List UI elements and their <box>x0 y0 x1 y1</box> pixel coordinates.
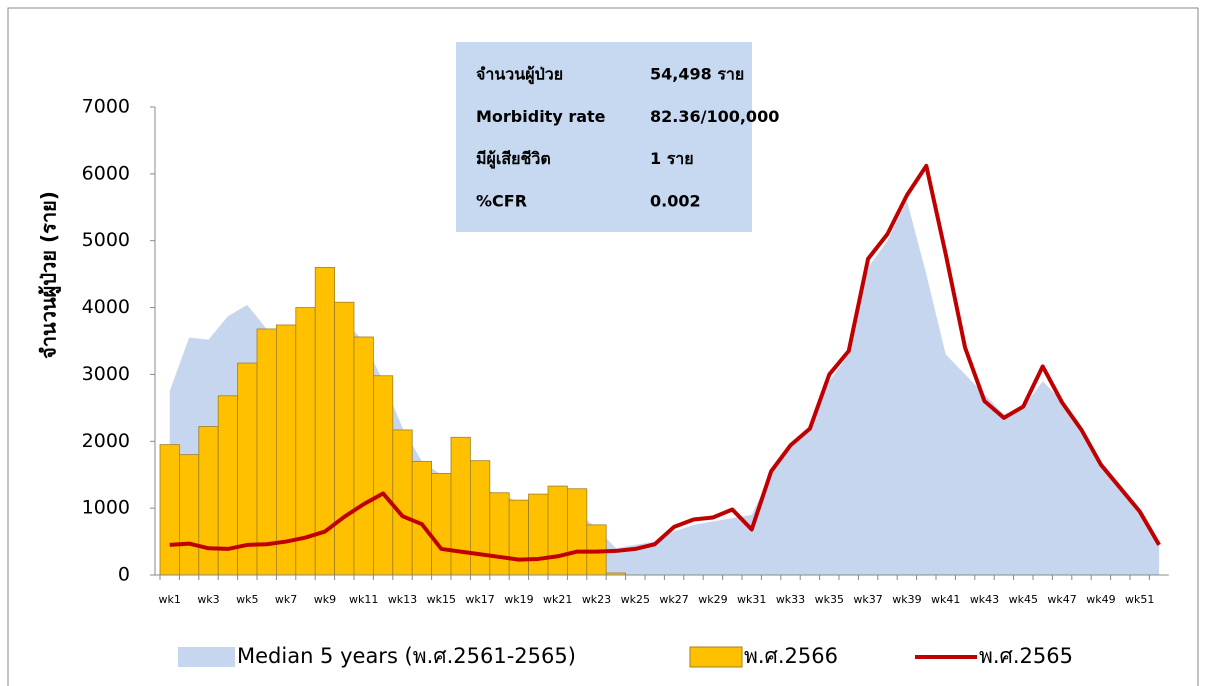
bar <box>334 301 355 576</box>
x-tick-label: wk37 <box>853 593 882 606</box>
bar <box>159 444 180 576</box>
x-tick-label: wk21 <box>543 593 572 606</box>
y-tick-label: 2000 <box>82 430 130 452</box>
info-label: มีผู้เสียชีวิต <box>476 149 551 170</box>
bar <box>508 499 530 576</box>
y-tick-label: 6000 <box>82 162 130 184</box>
x-tick-label: wk39 <box>892 593 921 606</box>
bar <box>198 426 219 576</box>
bar <box>489 492 510 576</box>
legend-swatch <box>689 646 743 668</box>
x-tick-label: wk49 <box>1086 593 1115 606</box>
info-value: 54,498 ราย <box>650 65 744 84</box>
y-axis-title: จำนวนผู้ป่วย (ราย) <box>37 191 63 359</box>
bar <box>411 460 433 576</box>
x-tick-label: wk47 <box>1047 593 1076 606</box>
x-tick-label: wk17 <box>465 593 494 606</box>
x-tick-label: wk19 <box>504 593 533 606</box>
bar <box>547 485 568 576</box>
bar <box>178 454 200 576</box>
info-label: %CFR <box>476 191 527 210</box>
x-tick-label: wk3 <box>197 593 219 606</box>
legend-label: พ.ศ.2565 <box>979 644 1073 668</box>
x-tick-label: wk5 <box>236 593 258 606</box>
x-tick-label: wk45 <box>1009 593 1038 606</box>
bar <box>469 460 491 576</box>
x-tick-label: wk35 <box>815 593 844 606</box>
x-tick-label: wk1 <box>159 593 181 606</box>
info-label: จำนวนผู้ป่วย <box>476 65 563 86</box>
bar <box>431 472 452 576</box>
x-tick-label: wk41 <box>931 593 960 606</box>
x-tick-label: wk15 <box>427 593 456 606</box>
y-tick-label: 3000 <box>82 363 130 385</box>
info-value: 0.002 <box>650 191 701 210</box>
y-tick-label: 0 <box>118 564 130 586</box>
x-tick-label: wk9 <box>314 593 336 606</box>
bar <box>392 429 413 576</box>
x-tick-label: wk29 <box>698 593 727 606</box>
info-label: Morbidity rate <box>476 107 606 126</box>
bar <box>372 375 394 576</box>
x-tick-label: wk7 <box>275 593 297 606</box>
legend-label: พ.ศ.2566 <box>744 644 838 668</box>
x-tick-label: wk31 <box>737 593 766 606</box>
x-tick-label: wk23 <box>582 593 611 606</box>
y-tick-label: 7000 <box>82 96 130 118</box>
info-value: 1 ราย <box>650 149 694 168</box>
x-tick-label: wk11 <box>349 593 378 606</box>
y-tick-label: 1000 <box>82 497 130 519</box>
legend-swatch <box>178 647 235 667</box>
x-tick-label: wk25 <box>621 593 650 606</box>
bar <box>353 336 374 576</box>
x-tick-label: wk27 <box>659 593 688 606</box>
bar <box>256 328 277 576</box>
bar <box>528 493 549 576</box>
line <box>169 163 1161 562</box>
x-tick-label: wk43 <box>970 593 999 606</box>
info-box <box>456 42 752 232</box>
y-tick-label: 4000 <box>82 296 130 318</box>
x-tick-label: wk13 <box>388 593 417 606</box>
bar <box>567 488 588 576</box>
info-value: 82.36/100,000 <box>650 107 779 126</box>
bar <box>275 324 297 576</box>
y-tick-label: 5000 <box>82 229 130 251</box>
legend-label: Median 5 years (พ.ศ.2561-2565) <box>237 644 576 668</box>
x-tick-label: wk33 <box>776 593 805 606</box>
x-tick-label: wk51 <box>1125 593 1154 606</box>
